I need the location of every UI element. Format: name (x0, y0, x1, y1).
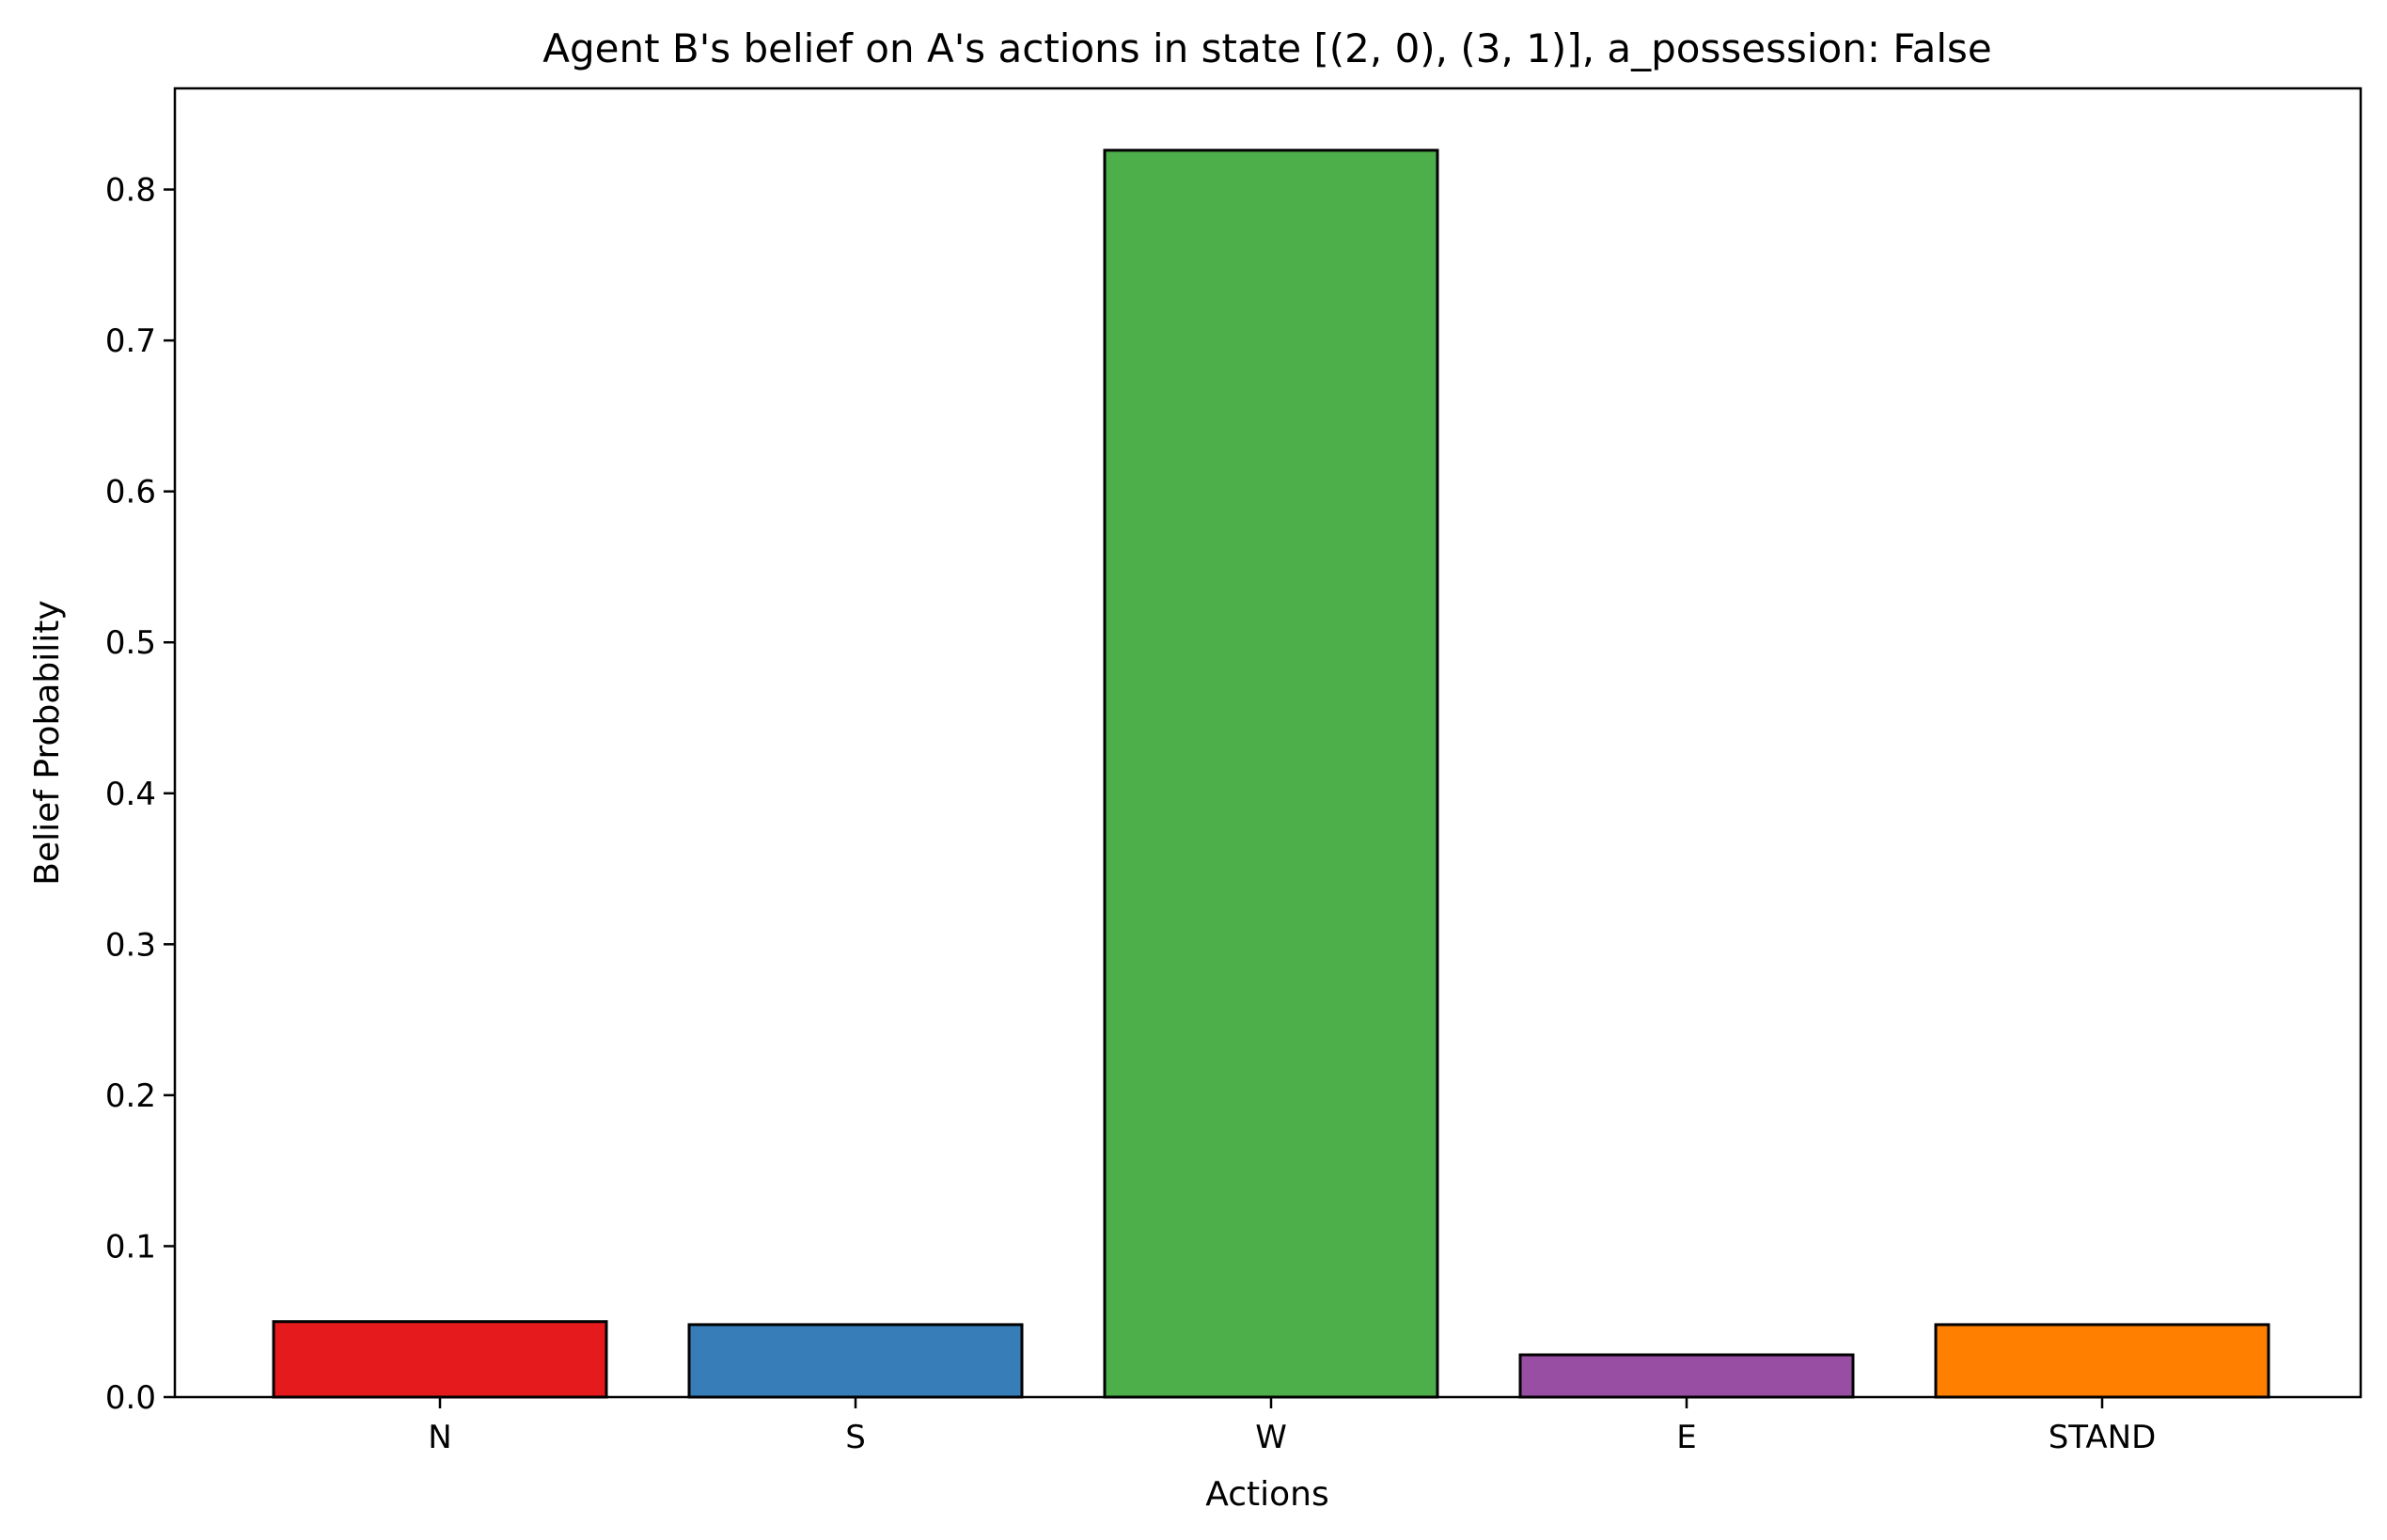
bar-w (1103, 149, 1439, 1399)
bar-e (1518, 1353, 1855, 1399)
y-tick-label: 0.2 (105, 1077, 156, 1115)
y-tick-label: 0.7 (105, 322, 156, 360)
bars-layer (272, 149, 2270, 1399)
plot-area-frame (173, 86, 2363, 1399)
y-tick-label: 0.1 (105, 1228, 156, 1265)
y-tick-label: 0.3 (105, 926, 156, 964)
y-tick-label: 0.8 (105, 172, 156, 210)
x-tick-label: E (1676, 1419, 1696, 1456)
y-tick-label: 0.4 (105, 776, 156, 813)
y-axis-label: Belief Probability (28, 600, 67, 885)
x-tick-label: W (1255, 1419, 1287, 1456)
y-tick-label: 0.0 (105, 1379, 156, 1417)
bar-n (272, 1320, 608, 1399)
bar-s (687, 1323, 1024, 1399)
x-tick-label: S (845, 1419, 866, 1456)
x-tick-label: STAND (2049, 1419, 2157, 1456)
bar-stand (1934, 1323, 2270, 1399)
y-axis: 0.0 0.1 0.2 0.3 0.4 0.5 0.6 0.7 0.8 (105, 172, 175, 1417)
x-axis: N S W E STAND (428, 1397, 2156, 1456)
y-tick-label: 0.5 (105, 624, 156, 662)
chart-title: Agent B's belief on A's actions in state… (542, 25, 1992, 71)
y-tick-label: 0.6 (105, 474, 156, 511)
x-axis-label: Actions (1205, 1475, 1329, 1514)
x-tick-label: N (428, 1419, 451, 1456)
